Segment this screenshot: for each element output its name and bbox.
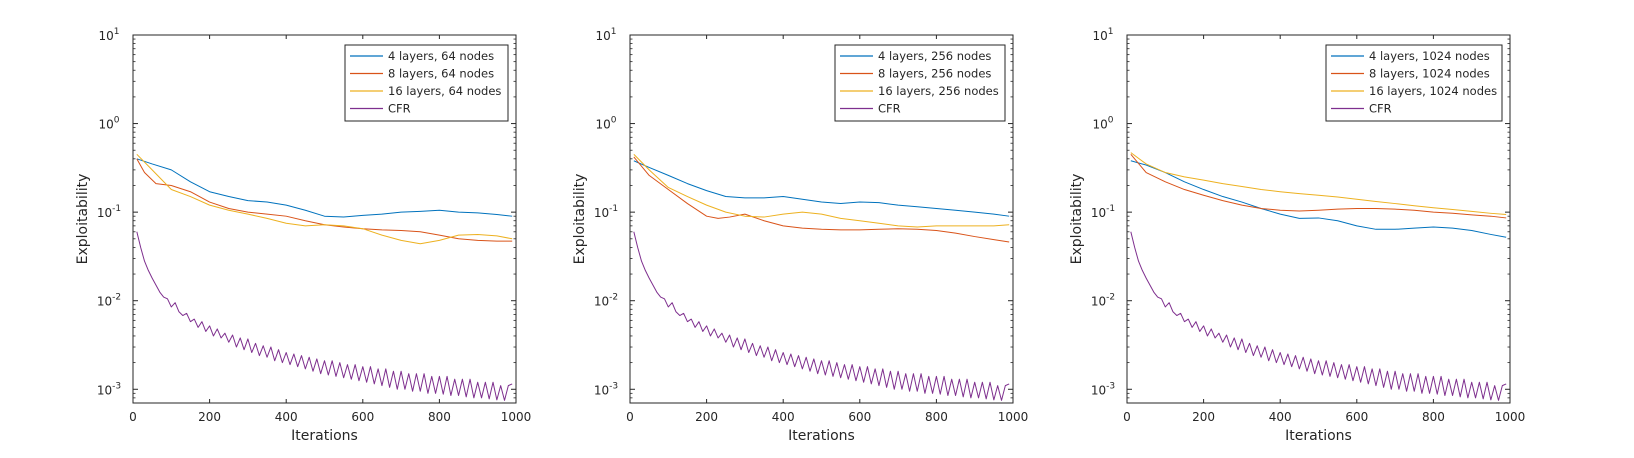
x-axis-label: Iterations — [291, 428, 358, 444]
series-line-4 — [136, 231, 513, 401]
y-tick-label: 100 — [1092, 116, 1113, 132]
chart-panel-1: 0 200 400 600 800 100010-310-210-1100101Itera… — [75, 27, 531, 444]
legend-label-3: 16 layers, 256 nodes — [878, 84, 999, 98]
legend-label-2: 8 layers, 64 nodes — [388, 67, 494, 81]
x-tick-label: 200 — [1192, 410, 1215, 424]
x-tick-label: 0 — [1123, 410, 1131, 424]
x-tick-label: 200 — [198, 410, 221, 424]
y-tick-exponent: 1 — [114, 27, 120, 37]
y-tick-label: 10-1 — [594, 204, 618, 220]
legend-label-1: 4 layers, 256 nodes — [878, 49, 991, 63]
y-tick-exponent: 0 — [611, 116, 617, 126]
legend-label-4: CFR — [878, 102, 901, 116]
x-tick-label: 600 — [351, 410, 374, 424]
series-line-3 — [633, 153, 1010, 228]
x-tick-label: 1000 — [501, 410, 532, 424]
y-tick-exponent: -2 — [112, 293, 121, 303]
y-tick-label: 10-2 — [594, 293, 618, 309]
y-tick-label: 10-3 — [594, 381, 618, 397]
y-tick-exponent: 1 — [1108, 27, 1114, 37]
chart-panel-2: 0 200 400 600 800 100010-310-210-1100101Itera… — [572, 27, 1028, 444]
y-tick-label: 10-2 — [97, 293, 121, 309]
y-tick-exponent: -1 — [112, 204, 121, 214]
legend-label-4: CFR — [388, 102, 411, 116]
y-tick-label: 10-1 — [1091, 204, 1115, 220]
legend-label-1: 4 layers, 64 nodes — [388, 49, 494, 63]
legend-label-2: 8 layers, 1024 nodes — [1369, 67, 1490, 81]
series-line-4 — [633, 231, 1010, 401]
y-tick-exponent: -1 — [1106, 204, 1115, 214]
y-tick-exponent: -2 — [609, 293, 618, 303]
x-axis-label: Iterations — [788, 428, 855, 444]
x-tick-label: 1000 — [1495, 410, 1526, 424]
y-tick-exponent: -3 — [112, 381, 121, 391]
y-tick-exponent: 1 — [611, 27, 617, 37]
legend: 4 layers, 1024 nodes 8 layers, 1024 nodes… — [1325, 44, 1503, 122]
y-tick-exponent: -3 — [1106, 381, 1115, 391]
legend-label-3: 16 layers, 1024 nodes — [1369, 84, 1497, 98]
y-tick-exponent: -1 — [609, 204, 618, 214]
y-axis-label: Exploitability — [1069, 174, 1085, 265]
x-tick-label: 600 — [848, 410, 871, 424]
legend: 4 layers, 256 nodes 8 layers, 256 nodes 16… — [834, 44, 1006, 122]
axes-box — [1126, 34, 1511, 404]
x-tick-label: 0 — [129, 410, 137, 424]
x-tick-label: 400 — [1269, 410, 1292, 424]
x-axis-label: Iterations — [1285, 428, 1352, 444]
series-line-1 — [633, 160, 1010, 217]
y-tick-label: 10-1 — [97, 204, 121, 220]
y-axis-label: Exploitability — [75, 174, 91, 265]
x-tick-label: 400 — [275, 410, 298, 424]
y-tick-label: 101 — [98, 27, 119, 43]
y-axis-label: Exploitability — [572, 174, 588, 265]
y-tick-label: 10-3 — [1091, 381, 1115, 397]
axes-box — [132, 34, 517, 404]
y-tick-label: 100 — [595, 116, 616, 132]
legend-label-3: 16 layers, 64 nodes — [388, 84, 501, 98]
legend-label-2: 8 layers, 256 nodes — [878, 67, 991, 81]
series-line-4 — [1130, 231, 1507, 401]
series-group — [136, 153, 513, 401]
series-group — [1130, 152, 1507, 401]
x-tick-label: 800 — [1422, 410, 1445, 424]
y-tick-label: 10-3 — [97, 381, 121, 397]
x-tick-label: 600 — [1345, 410, 1368, 424]
series-line-1 — [136, 158, 513, 218]
y-tick-label: 10-2 — [1091, 293, 1115, 309]
series-line-3 — [1130, 152, 1507, 216]
y-tick-exponent: -2 — [1106, 293, 1115, 303]
y-tick-exponent: -3 — [609, 381, 618, 391]
x-tick-label: 1000 — [998, 410, 1029, 424]
x-tick-label: 0 — [626, 410, 634, 424]
y-tick-exponent: 0 — [1108, 116, 1114, 126]
series-line-3 — [136, 153, 513, 245]
y-tick-label: 100 — [98, 116, 119, 132]
series-line-2 — [1130, 153, 1507, 219]
x-tick-label: 200 — [695, 410, 718, 424]
series-line-2 — [633, 156, 1010, 243]
axes-box — [629, 34, 1014, 404]
x-tick-label: 800 — [925, 410, 948, 424]
y-tick-exponent: 0 — [114, 116, 120, 126]
x-tick-label: 800 — [428, 410, 451, 424]
legend: 4 layers, 64 nodes 8 layers, 64 nodes 16 l… — [344, 44, 509, 122]
x-tick-label: 400 — [772, 410, 795, 424]
series-line-2 — [136, 158, 513, 242]
series-group — [633, 153, 1010, 401]
chart-panel-3: 0 200 400 600 800 100010-310-210-1100101Itera… — [1069, 27, 1525, 444]
legend-label-4: CFR — [1369, 102, 1392, 116]
y-tick-label: 101 — [595, 27, 616, 43]
series-line-1 — [1130, 160, 1507, 238]
y-tick-label: 101 — [1092, 27, 1113, 43]
legend-label-1: 4 layers, 1024 nodes — [1369, 49, 1490, 63]
